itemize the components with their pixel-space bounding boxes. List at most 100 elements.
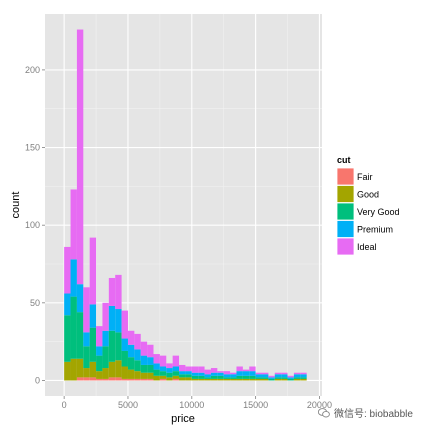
bar-fair: [89, 377, 97, 381]
bar-premium: [96, 346, 103, 356]
bar-premium: [198, 372, 205, 376]
bar-very-good: [89, 327, 97, 362]
bar-very-good: [76, 312, 84, 359]
bar-good: [159, 375, 167, 379]
bar-ideal: [166, 363, 173, 369]
bar-good: [255, 378, 263, 381]
bar-premium: [121, 338, 128, 351]
bar-ideal: [287, 375, 294, 378]
bar-premium: [83, 332, 90, 347]
bar-good: [249, 378, 256, 381]
bar-premium: [147, 357, 154, 365]
bar-good: [185, 377, 192, 381]
bar-very-good: [70, 296, 77, 359]
bar-ideal: [191, 366, 199, 373]
bar-good: [153, 375, 160, 381]
legend-label: Very Good: [357, 207, 400, 217]
bar-very-good: [96, 355, 103, 372]
legend-key-ideal: [336, 237, 355, 256]
bar-fair: [134, 378, 141, 381]
bar-premium: [140, 355, 148, 365]
bar-very-good: [159, 371, 167, 376]
bar-ideal: [300, 372, 307, 375]
x-tick-label: 10000: [179, 400, 204, 410]
bar-fair: [108, 377, 116, 381]
bar-very-good: [198, 375, 205, 379]
bar-premium: [179, 371, 186, 375]
histogram-bars: [64, 29, 307, 381]
bar-very-good: [281, 377, 288, 379]
bar-premium: [70, 259, 77, 297]
bar-good: [121, 366, 128, 379]
x-tick-label: 20000: [307, 400, 332, 410]
bar-ideal: [179, 364, 186, 372]
bar-premium: [108, 305, 116, 331]
bar-good: [300, 378, 307, 381]
bar-premium: [159, 366, 167, 372]
bar-good: [179, 377, 186, 381]
bar-very-good: [300, 377, 307, 379]
bar-ideal: [102, 302, 109, 331]
x-tick-label: 0: [62, 400, 67, 410]
bar-ideal: [134, 333, 141, 350]
bar-ideal: [274, 372, 282, 375]
bar-premium: [268, 377, 275, 379]
bar-good: [64, 361, 71, 381]
bar-premium: [127, 344, 135, 358]
bar-ideal: [89, 237, 97, 305]
bar-fair: [115, 377, 122, 381]
bar-ideal: [96, 326, 103, 347]
bar-very-good: [249, 375, 256, 379]
bar-ideal: [172, 355, 180, 367]
bar-premium: [300, 374, 307, 378]
minor-gridlines: [45, 14, 322, 396]
bar-premium: [217, 372, 224, 376]
bar-ideal: [127, 330, 135, 345]
bar-very-good: [262, 377, 269, 379]
bar-very-good: [83, 346, 90, 369]
bar-premium: [204, 374, 211, 378]
bar-premium: [223, 374, 231, 378]
legend-key-very-good: [336, 202, 355, 221]
bar-ideal: [147, 344, 154, 358]
bar-very-good: [108, 330, 116, 362]
bar-fair: [96, 378, 103, 381]
bar-good: [102, 368, 109, 379]
bar-very-good: [185, 374, 192, 378]
bar-ideal: [64, 246, 71, 294]
bar-good: [198, 378, 205, 381]
bar-good: [274, 378, 282, 381]
bar-ideal: [76, 29, 84, 285]
bar-good: [108, 361, 116, 378]
bar-ideal: [204, 369, 211, 375]
bar-very-good: [236, 375, 243, 379]
bar-fair: [76, 377, 84, 381]
y-tick-label: 50: [30, 298, 40, 308]
legend-key-fair: [336, 167, 355, 186]
bar-very-good: [274, 377, 282, 379]
bar-very-good: [217, 375, 224, 379]
bar-very-good: [127, 357, 135, 370]
wechat-icon: [318, 408, 330, 418]
bar-good: [115, 360, 122, 378]
bar-premium: [134, 349, 141, 361]
bar-good: [172, 375, 180, 379]
bar-fair: [147, 378, 154, 381]
legend-label: Fair: [357, 172, 373, 182]
legend-label: Premium: [357, 225, 393, 235]
bar-fair: [140, 378, 148, 381]
bar-fair: [159, 378, 167, 381]
bar-very-good: [268, 378, 275, 381]
bar-fair: [172, 378, 180, 381]
bar-ideal: [108, 277, 116, 306]
x-tick-label: 15000: [243, 400, 268, 410]
bar-good: [191, 378, 199, 381]
bar-very-good: [287, 378, 294, 381]
y-tick-label: 200: [25, 65, 40, 75]
bar-very-good: [147, 364, 154, 373]
bar-ideal: [230, 372, 237, 375]
bar-ideal: [268, 375, 275, 378]
bar-very-good: [204, 377, 211, 379]
bar-premium: [76, 284, 84, 313]
bar-good: [76, 358, 84, 378]
